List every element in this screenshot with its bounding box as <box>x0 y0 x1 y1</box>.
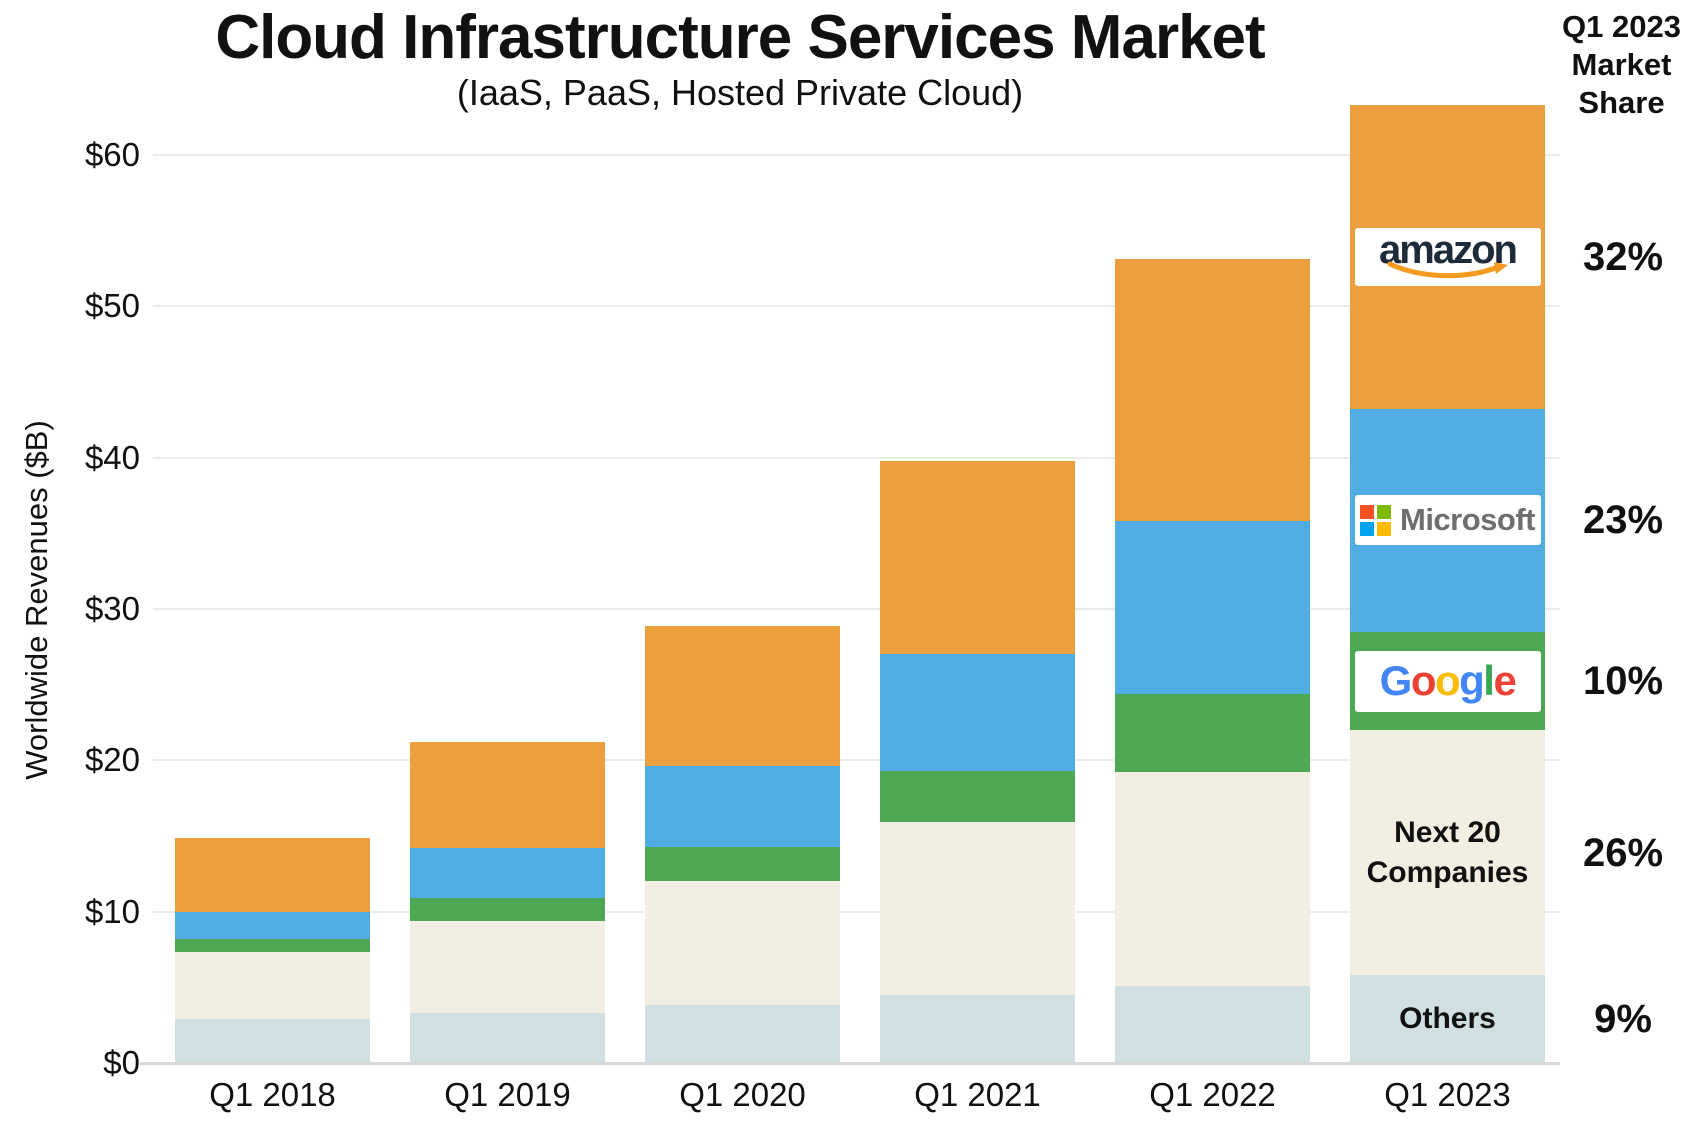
next20-bar-label-line: Companies <box>1366 855 1529 889</box>
chart-subtitle: (IaaS, PaaS, Hosted Private Cloud) <box>456 72 1024 113</box>
microsoft-squares-icon <box>1360 504 1391 536</box>
x-tick-label: Q1 2018 <box>209 1076 336 1113</box>
bar-segment-others <box>880 994 1075 1063</box>
google-logo-text: Google <box>1379 657 1517 705</box>
bar-stack-q1-2021 <box>880 460 1075 1063</box>
bar-segment-amazon <box>410 742 605 849</box>
bar-segment-next-20-companies <box>880 822 1075 995</box>
x-tick-label: Q1 2020 <box>679 1076 806 1113</box>
bar-segment-google <box>175 938 370 953</box>
market-share-google: 10% <box>1582 658 1664 703</box>
y-tick-label: $10 <box>84 892 140 930</box>
bar-segment-others <box>175 1019 370 1063</box>
bar-segment-microsoft <box>410 848 605 899</box>
market-share-next-20-companies: 26% <box>1582 830 1664 875</box>
y-tick-label: $20 <box>84 741 140 779</box>
bar-segment-microsoft <box>645 766 840 847</box>
microsoft-logo: Microsoft <box>1354 495 1541 546</box>
gridline <box>153 910 1560 913</box>
microsoft-square <box>1360 504 1374 519</box>
microsoft-square <box>1360 521 1374 536</box>
bar-segment-next-20-companies <box>645 881 840 1006</box>
bar-segment-google <box>1115 693 1310 773</box>
bar-segment-google <box>880 770 1075 823</box>
google-letter: g <box>1459 657 1485 705</box>
market-share-microsoft: 23% <box>1582 498 1664 543</box>
y-tick-label: $60 <box>84 136 140 173</box>
bar-segment-others <box>1115 985 1310 1063</box>
market-share-amazon: 32% <box>1582 235 1664 280</box>
x-tick-label: Q1 2023 <box>1384 1076 1511 1113</box>
bar-segment-amazon <box>645 625 840 767</box>
bar-stack-q1-2022 <box>1115 259 1310 1063</box>
market-share-header: Q1 2023 Market Share <box>1545 8 1698 122</box>
google-letter: l <box>1483 657 1495 705</box>
microsoft-logo-text: Microsoft <box>1400 502 1536 538</box>
gridline <box>153 759 1560 762</box>
bar-segment-amazon <box>175 837 370 912</box>
amazon-logo-wrap: amazon <box>1379 230 1518 279</box>
bar-segment-others <box>645 1005 840 1063</box>
gridline <box>153 154 1560 156</box>
market-share-header-line: Q1 2023 <box>1562 9 1681 44</box>
bar-stack-q1-2018 <box>175 837 370 1063</box>
market-share-header-line: Market <box>1571 47 1672 82</box>
google-logo: Google <box>1354 650 1541 712</box>
google-letter: e <box>1493 657 1516 705</box>
google-letter: o <box>1434 657 1461 705</box>
gridline <box>153 305 1560 308</box>
google-letter: o <box>1410 657 1437 705</box>
bar-segment-next-20-companies <box>410 920 605 1014</box>
bar-segment-microsoft <box>1115 521 1310 694</box>
gridline <box>153 456 1560 459</box>
x-tick-label: Q1 2019 <box>444 1076 571 1113</box>
bar-segment-google <box>410 898 605 921</box>
bar-segment-google <box>645 846 840 882</box>
gridline <box>153 608 1560 610</box>
y-tick-label: $30 <box>84 590 140 627</box>
bar-segment-others <box>1350 975 1545 1063</box>
microsoft-square <box>1377 521 1391 536</box>
x-tick-label: Q1 2021 <box>914 1076 1041 1113</box>
x-axis-line <box>140 1062 1560 1065</box>
bar-stack-q1-2019 <box>410 742 605 1063</box>
google-letter: G <box>1379 657 1413 705</box>
next20-bar-label: Next 20 Companies <box>1328 813 1568 893</box>
bar-segment-microsoft <box>880 654 1075 771</box>
others-bar-label: Others <box>1399 1002 1496 1036</box>
bar-segment-others <box>410 1013 605 1063</box>
bar-segment-next-20-companies <box>1350 730 1545 976</box>
market-share-others: 9% <box>1594 997 1652 1042</box>
page-title: Cloud Infrastructure Services Market <box>215 3 1265 72</box>
x-tick-label: Q1 2022 <box>1149 1076 1276 1113</box>
amazon-logo: amazon <box>1354 228 1541 287</box>
bar-stack-q1-2020 <box>645 625 840 1063</box>
y-tick-label: $40 <box>84 438 140 476</box>
microsoft-square <box>1377 504 1391 519</box>
bar-segment-microsoft <box>175 911 370 939</box>
amazon-smile-icon <box>1387 261 1508 279</box>
bar-segment-amazon <box>1115 259 1310 522</box>
bar-segment-amazon <box>880 460 1075 655</box>
y-tick-label: $0 <box>103 1044 140 1081</box>
bar-segment-next-20-companies <box>175 952 370 1020</box>
bar-segment-next-20-companies <box>1115 772 1310 986</box>
next20-bar-label-line: Next 20 <box>1394 815 1501 849</box>
y-tick-label: $50 <box>84 287 140 325</box>
market-share-header-line: Share <box>1578 85 1665 120</box>
